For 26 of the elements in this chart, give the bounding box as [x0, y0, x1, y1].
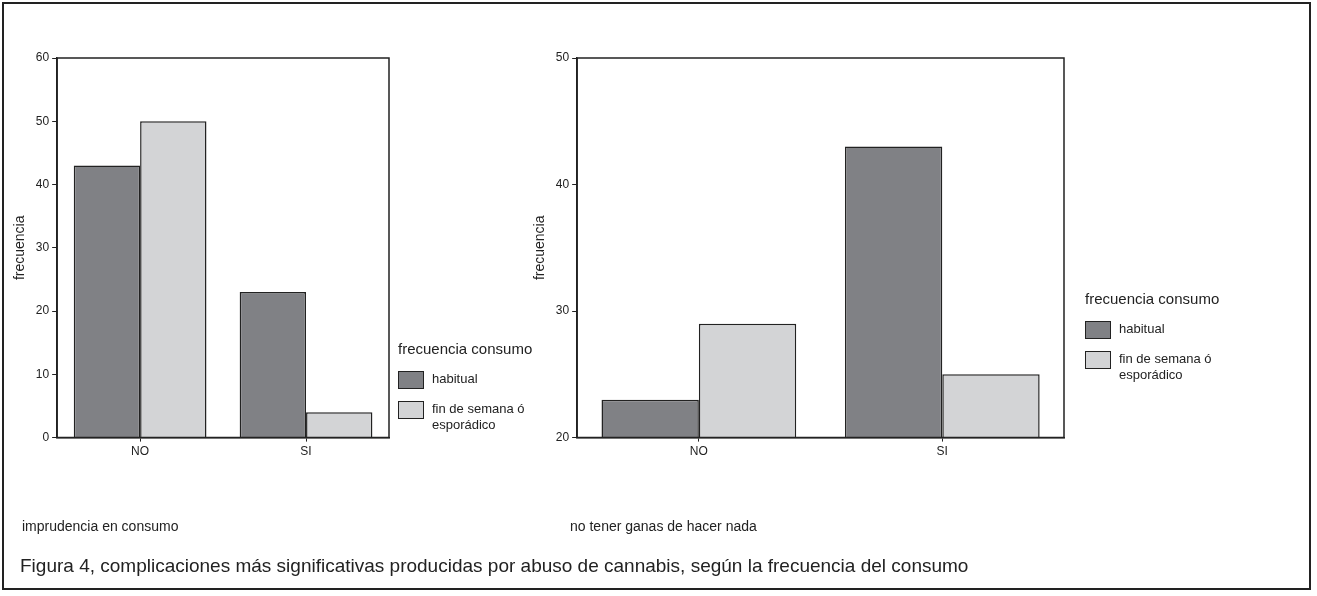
y-axis-title: frecuencia [531, 215, 548, 281]
y-tick-label: 50 [35, 113, 50, 128]
y-tick-label: 40 [35, 176, 50, 191]
x-tick-label: SI [300, 444, 312, 459]
x-axis-title: imprudencia en consumo [22, 518, 179, 534]
y-tick-label: 0 [42, 429, 50, 444]
x-tick-label: NO [131, 444, 150, 459]
x-tick-label: SI [936, 444, 948, 459]
y-tick-label: 20 [35, 303, 50, 318]
legend-label: habitual [1119, 321, 1165, 337]
text: Figura 4, complicaciones más significativas producidas por abuso de cannabis, según la frecuencia del consumo [20, 555, 969, 577]
x-tick-label: NO [689, 444, 708, 459]
y-tick-label: 50 [555, 50, 570, 65]
legend-title: frecuencia consumo [1085, 290, 1221, 307]
y-tick-label: 30 [35, 240, 50, 255]
x-axis-title: no tener ganas de hacer nada [570, 518, 757, 534]
y-tick-label: 40 [555, 176, 570, 191]
legend-label: fin de semana ó esporádico [432, 401, 526, 433]
y-axis-title: frecuencia [11, 215, 28, 281]
legend-title: frecuencia consumo [398, 340, 533, 357]
legend-label: habitual [432, 371, 478, 387]
y-tick-label: 60 [35, 50, 50, 65]
y-tick-label: 10 [35, 366, 50, 381]
y-tick-label: 30 [555, 303, 570, 318]
y-tick-label: 20 [555, 429, 570, 444]
legend-label: fin de semana ó esporádico [1119, 351, 1213, 383]
